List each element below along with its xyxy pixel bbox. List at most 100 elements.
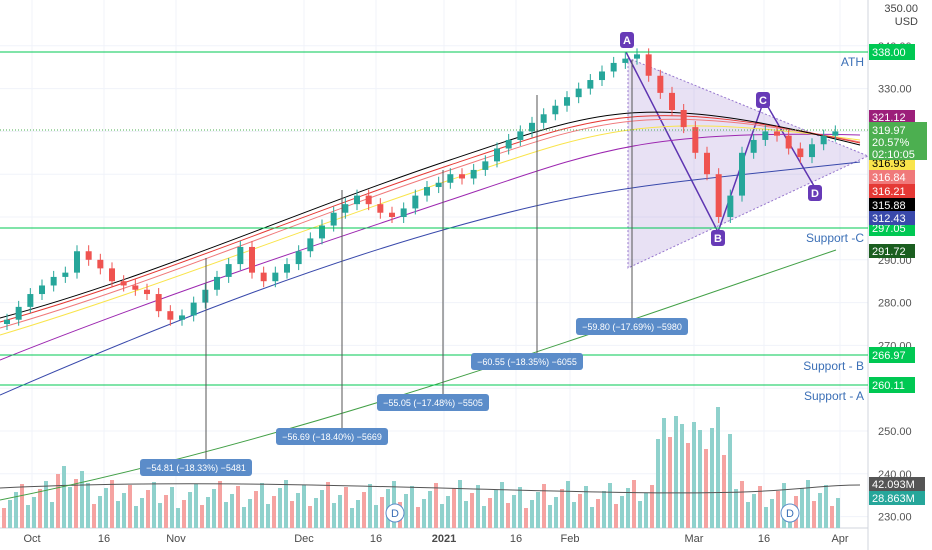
level-price-badge <box>869 44 915 60</box>
volume-bar <box>290 501 294 528</box>
volume-bar <box>536 492 540 528</box>
dividend-marker-label: D <box>786 508 794 520</box>
candle-body <box>190 302 197 316</box>
level-name: Support - B <box>803 359 864 373</box>
level-price-badge <box>869 377 915 393</box>
volume-bar <box>182 500 186 528</box>
candle-body <box>610 62 617 72</box>
drop-label: −55.05 (−17.48%) −5505 <box>383 398 483 408</box>
volume-bar <box>500 482 504 528</box>
last-price-badge <box>869 122 927 160</box>
candle-body <box>482 161 489 170</box>
pattern-point-badge <box>756 92 770 108</box>
candle-body <box>564 97 570 106</box>
candle-body <box>155 294 162 312</box>
candle-body <box>237 246 244 265</box>
date-tick-label: 2021 <box>432 533 456 545</box>
volume-bar <box>248 499 252 528</box>
volume-bar <box>650 485 654 528</box>
volume-bar <box>746 502 750 528</box>
pattern-point-label: A <box>623 35 631 47</box>
candle-body <box>260 272 267 282</box>
volume-bar <box>146 490 150 528</box>
triangle-pattern <box>627 57 870 269</box>
volume-bar <box>80 471 84 528</box>
volume-bar <box>266 504 270 528</box>
volume-bar <box>134 506 138 528</box>
volume-bar <box>140 498 144 528</box>
volume-bar <box>494 490 498 528</box>
ma-price-text: 316.84 <box>872 172 906 184</box>
candle-body <box>587 80 594 89</box>
volume-bar <box>14 492 18 528</box>
candle-body <box>62 272 69 277</box>
volume-bar <box>92 504 96 528</box>
volume-bar <box>38 489 42 528</box>
currency-label: USD <box>894 16 918 28</box>
candle-body <box>540 114 547 123</box>
volume-bar <box>152 482 156 528</box>
volume-bar <box>206 497 210 528</box>
volume-bar <box>422 499 426 528</box>
level-name: Support - A <box>804 389 864 403</box>
price-tick-label: 280.00 <box>878 298 912 310</box>
candle-body <box>704 152 710 175</box>
candle-body <box>680 110 687 128</box>
volume-bar <box>704 449 708 528</box>
candle-body <box>342 204 349 213</box>
last-change-text: 20.57% <box>872 137 910 149</box>
candle-body <box>505 139 512 149</box>
volume-bar <box>326 482 330 528</box>
ma-price-badge <box>869 184 915 198</box>
volume-bar <box>26 505 30 528</box>
candle-body <box>74 251 80 273</box>
volume-bar <box>722 455 726 528</box>
volume-bar <box>302 485 306 528</box>
candle-body <box>27 294 34 307</box>
volume-bar <box>74 479 78 528</box>
long-ma-line <box>0 249 837 501</box>
volume-bar <box>548 505 552 528</box>
drop-badge <box>276 428 388 445</box>
volume-bar <box>242 507 246 528</box>
countdown-text: 02:10:05 <box>872 149 915 161</box>
pattern-point-badge <box>808 185 822 201</box>
volume-bar <box>710 428 714 528</box>
drop-badge <box>471 353 583 370</box>
volume-bar <box>506 503 510 528</box>
candle-body <box>645 54 652 76</box>
volume-bar <box>368 484 372 528</box>
volume-bar <box>824 485 828 528</box>
volume-bar <box>260 483 264 528</box>
date-tick-label: 16 <box>510 533 522 545</box>
candle-body <box>715 174 722 217</box>
volume-bar <box>716 407 720 528</box>
candle-body <box>785 135 792 149</box>
candle-body <box>202 289 209 303</box>
ma-price-badge <box>869 110 915 124</box>
moving-average-line <box>0 115 861 323</box>
volume-bar <box>164 495 168 528</box>
volume-bar <box>464 501 468 528</box>
volume-bar <box>236 486 240 528</box>
candle-body <box>4 319 10 324</box>
volume-bar <box>836 498 840 528</box>
date-tick-label: Nov <box>166 533 186 545</box>
candle-body <box>797 148 804 158</box>
date-tick-label: 16 <box>98 533 110 545</box>
ma-price-text: 315.88 <box>872 200 906 212</box>
candle-body <box>144 289 150 295</box>
candle-body <box>50 276 57 286</box>
volume-bar <box>674 416 678 528</box>
volume-bar <box>416 507 420 528</box>
drop-label: −56.69 (−18.40%) −5669 <box>282 432 382 442</box>
candle-body <box>599 71 605 81</box>
level-name: Support -C <box>806 231 864 245</box>
volume-bar <box>350 508 354 528</box>
volume-bar <box>602 491 606 528</box>
volume-bar <box>440 504 444 528</box>
date-tick-label: 16 <box>758 533 770 545</box>
volume-bar <box>458 480 462 528</box>
volume-badge <box>869 491 925 505</box>
